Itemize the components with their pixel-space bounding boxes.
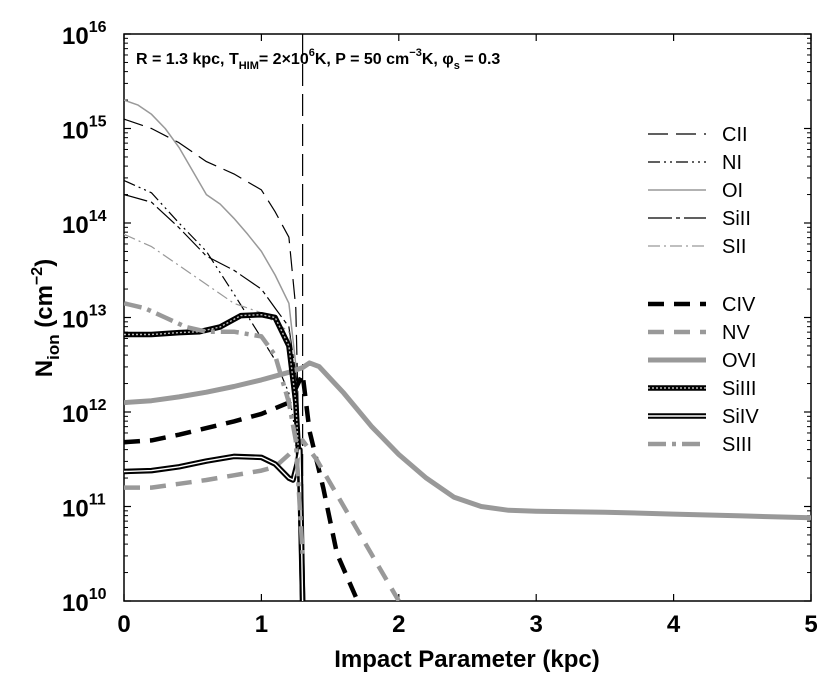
legend-oi-label: OI bbox=[722, 180, 743, 202]
y-tick-labels: 1010 1011 1012 1013 1014 1015 1016 bbox=[62, 19, 107, 617]
legend-siii-label: SiII bbox=[722, 208, 751, 230]
series-siii-line bbox=[124, 194, 304, 601]
series-siii-line bbox=[124, 301, 305, 554]
x-tick-label: 2 bbox=[392, 611, 405, 638]
x-tick-label: 4 bbox=[667, 611, 681, 638]
legend-nv-label: NV bbox=[722, 322, 750, 344]
legend-siiv-label: SiIV bbox=[722, 406, 759, 428]
legend-civ-label: CIV bbox=[722, 294, 756, 316]
legend: CII NI OI SiII SII CIV NV OVI SiIII SiIV SIII bbox=[648, 124, 759, 456]
x-tick-labels: 0 1 2 3 4 5 bbox=[117, 611, 817, 638]
series-cii-line bbox=[124, 118, 304, 601]
x-tick-label: 1 bbox=[255, 611, 268, 638]
x-tick-label: 0 bbox=[117, 611, 130, 638]
series-nv-line bbox=[124, 438, 401, 601]
y-axis-label: Nion (cm−2) bbox=[29, 259, 63, 377]
annotation-text: R = 1.3 kpc, THIM= 2×106K, P = 50 cm−3K,… bbox=[136, 47, 500, 72]
series-oi-line bbox=[124, 99, 304, 601]
series-siiii-line-inner bbox=[124, 314, 304, 601]
legend-cii-label: CII bbox=[722, 124, 748, 146]
data-series bbox=[124, 99, 811, 601]
x-tick-label: 3 bbox=[530, 611, 543, 638]
y-tick-label: 1016 bbox=[62, 19, 107, 50]
series-ovi-line bbox=[124, 360, 811, 521]
y-tick-label: 1013 bbox=[62, 303, 107, 334]
y-tick-label: 1014 bbox=[62, 208, 107, 239]
legend-ovi-label: OVI bbox=[722, 350, 756, 372]
x-tick-label: 5 bbox=[804, 611, 817, 638]
legend-ni-label: NI bbox=[722, 152, 742, 174]
legend-siii-label: SIII bbox=[722, 434, 752, 456]
legend-siiii-label: SiIII bbox=[722, 378, 756, 400]
y-tick-label: 1011 bbox=[62, 492, 106, 523]
y-tick-label: 1015 bbox=[62, 114, 107, 145]
axis-ticks bbox=[123, 33, 812, 602]
x-axis-label: Impact Parameter (kpc) bbox=[334, 646, 599, 673]
y-tick-label: 1012 bbox=[62, 397, 107, 428]
legend-sii-label: SII bbox=[722, 236, 746, 258]
y-tick-label: 1010 bbox=[62, 586, 107, 617]
